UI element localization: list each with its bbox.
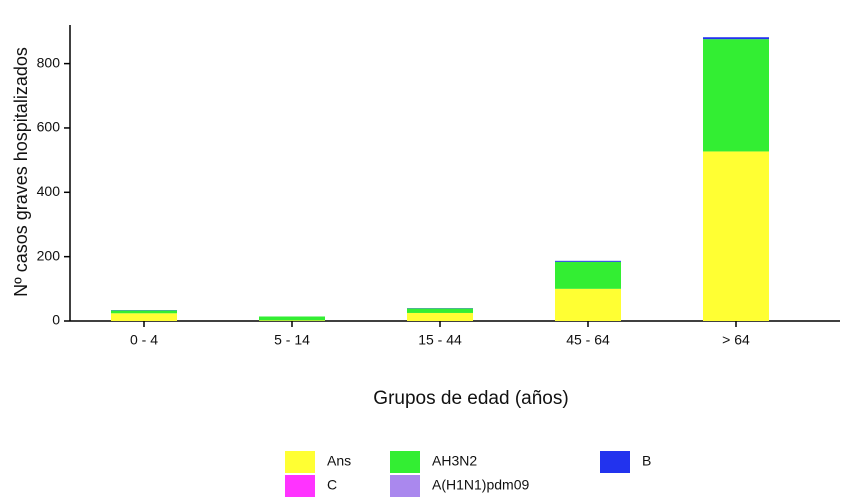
y-tick-label: 0 [52, 312, 60, 328]
y-axis-title: Nº casos graves hospitalizados [11, 47, 31, 297]
legend-label: C [327, 477, 337, 493]
y-tick-label: 400 [37, 183, 61, 199]
legend-swatch [390, 475, 420, 497]
x-tick-label: > 64 [722, 332, 750, 348]
legend-swatch [285, 475, 315, 497]
y-tick-label: 800 [37, 54, 61, 70]
legend-label: AH3N2 [432, 453, 477, 469]
bar-segment [111, 310, 177, 313]
legend-swatch [390, 451, 420, 473]
x-tick-label: 15 - 44 [418, 332, 462, 348]
legend-label: B [642, 453, 651, 469]
x-tick-label: 45 - 64 [566, 332, 610, 348]
y-tick-label: 600 [37, 119, 61, 135]
bar-segment [703, 37, 769, 39]
x-tick-label: 0 - 4 [130, 332, 158, 348]
x-tick-label: 5 - 14 [274, 332, 310, 348]
x-axis-title: Grupos de edad (años) [373, 388, 568, 409]
legend-swatch [600, 451, 630, 473]
bar-segment [259, 320, 325, 321]
bar-segment [555, 289, 621, 321]
bar-segment [703, 151, 769, 321]
bar-segment [407, 313, 473, 321]
bar-segment [703, 39, 769, 151]
legend-label: A(H1N1)pdm09 [432, 477, 529, 493]
y-tick-label: 200 [37, 247, 61, 263]
bar-segment [407, 308, 473, 313]
legend-swatch [285, 451, 315, 473]
bar-segment [111, 313, 177, 321]
bar-segment [555, 262, 621, 289]
bar-segment [555, 261, 621, 262]
bar-segment [259, 316, 325, 320]
legend-label: Ans [327, 453, 351, 469]
